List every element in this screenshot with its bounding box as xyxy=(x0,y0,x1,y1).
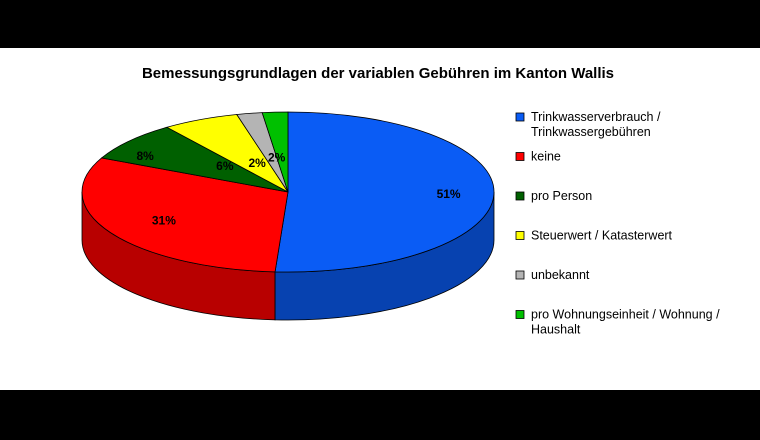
pie-chart: Bemessungsgrundlagen der variablen Gebüh… xyxy=(81,65,720,337)
legend-label: keine xyxy=(531,150,561,164)
legend-label: Steuerwert / Katasterwert xyxy=(531,229,673,243)
legend-label: Haushalt xyxy=(531,323,581,337)
chart-area: Bemessungsgrundlagen der variablen Gebüh… xyxy=(0,48,760,390)
legend-swatch xyxy=(515,152,525,161)
chart-title: Bemessungsgrundlagen der variablen Gebüh… xyxy=(142,65,614,82)
legend-label: pro Wohnungseinheit / Wohnung / xyxy=(531,308,720,322)
pie-value-label: 31% xyxy=(152,214,176,228)
pie-slice-2 xyxy=(100,126,289,193)
legend: Trinkwasserverbrauch /Trinkwassergebühre… xyxy=(515,110,720,337)
pie-slice-1 xyxy=(81,157,289,273)
legend-swatch xyxy=(515,310,525,319)
pie-value-label: 2% xyxy=(268,151,286,165)
legend-swatch xyxy=(515,112,525,122)
legend-label: Trinkwasserverbrauch / xyxy=(531,110,661,124)
pie-slices xyxy=(81,111,495,273)
legend-label: pro Person xyxy=(531,189,592,203)
legend-swatch xyxy=(515,231,525,240)
pie-value-labels: 51% 31% 8% 6% 2% 2% xyxy=(136,149,460,227)
pie-value-label: 2% xyxy=(248,156,266,170)
pie-value-label: 6% xyxy=(216,159,234,173)
pie-slice-0 xyxy=(274,111,495,273)
pie-value-label: 51% xyxy=(437,187,461,201)
pie-value-label: 8% xyxy=(136,149,154,163)
legend-label: unbekannt xyxy=(531,268,590,282)
pie-slice-5 xyxy=(261,111,289,193)
legend-label: Trinkwassergebühren xyxy=(531,125,651,139)
legend-swatch xyxy=(515,270,525,280)
legend-swatch xyxy=(515,191,525,201)
